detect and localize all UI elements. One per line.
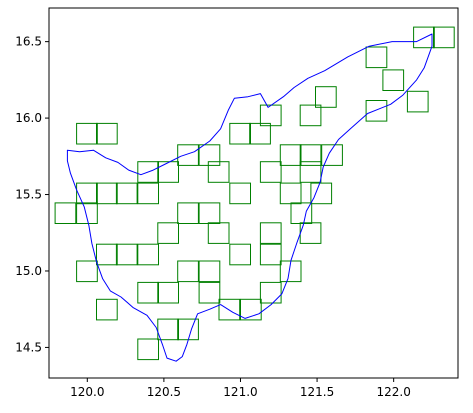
grid-cell [177, 318, 199, 341]
grid-cell [137, 182, 160, 205]
grid-cell [365, 100, 388, 122]
grid-cell [259, 161, 282, 183]
grid-cell [137, 281, 160, 304]
y-tick-label: 16.0 [15, 111, 42, 125]
grid-cell [229, 182, 252, 205]
grid-cell [413, 26, 435, 49]
grid-cell [198, 260, 221, 283]
grid-cell [249, 122, 271, 145]
grid-cell [76, 260, 98, 283]
grid-cell [382, 69, 405, 92]
grid-cell [310, 182, 333, 205]
x-axis-ticks: 120.0 120.5 121.0 121.5 122.0 [70, 378, 411, 399]
grid-cell [76, 202, 98, 224]
y-tick-label: 15.0 [15, 264, 42, 278]
x-tick-label: 120.5 [147, 385, 181, 399]
x-tick-label: 121.5 [300, 385, 334, 399]
grid-cell [76, 182, 98, 205]
grid-cell [157, 161, 180, 183]
grid-cell [433, 26, 455, 49]
grid-cell [279, 144, 302, 166]
x-tick-label: 122.0 [376, 385, 410, 399]
grid-cell [299, 144, 322, 166]
grid-cell [115, 243, 138, 266]
grid-cell [321, 144, 343, 166]
grid-cell [96, 298, 118, 321]
grid-cell [229, 243, 252, 266]
coastline-layer [66, 33, 433, 362]
grid-cell [198, 202, 221, 224]
x-tick-label: 120.0 [70, 385, 104, 399]
coastline-outline [66, 33, 433, 362]
grid-cell [198, 144, 221, 166]
grid-cell [96, 182, 118, 205]
grid-cell [115, 182, 138, 205]
grid-cell [157, 222, 180, 244]
grid-cell [229, 122, 252, 145]
grid-cell [137, 161, 160, 183]
grid-cell [259, 104, 282, 127]
grid-cell [177, 260, 199, 283]
grid-cell [54, 202, 77, 224]
grid-cell [157, 281, 180, 304]
grid-cell [218, 298, 241, 321]
grid-cell [96, 122, 118, 145]
grid-cell [279, 182, 302, 205]
grid-cell [177, 144, 199, 166]
axes-frame [48, 7, 459, 379]
grid-cell [290, 202, 313, 224]
y-tick-label: 16.5 [15, 35, 42, 49]
y-tick-label: 15.5 [15, 188, 42, 202]
grid-cell [198, 281, 221, 304]
grid-cell [315, 86, 337, 108]
grid-cell [365, 46, 388, 69]
grid-cell [157, 318, 180, 341]
grid-cell [137, 243, 160, 266]
grid-cell [137, 338, 160, 361]
grid-cell [207, 222, 230, 244]
grid-cell [259, 281, 282, 304]
grid-cell [240, 298, 262, 321]
grid-cell [96, 243, 118, 266]
grid-cell [299, 161, 322, 183]
grid-cell [259, 243, 282, 266]
grid-cell [299, 104, 322, 127]
grid-cell [76, 122, 98, 145]
y-tick-label: 14.5 [15, 340, 42, 354]
grid-cell [259, 222, 282, 244]
grid-cell [207, 161, 230, 183]
grid-cell [406, 90, 429, 113]
grid-cells-layer [54, 26, 455, 361]
y-axis-ticks: 14.5 15.0 15.5 16.0 16.5 [15, 35, 49, 354]
x-tick-label: 121.0 [223, 385, 257, 399]
grid-cell [177, 202, 199, 224]
